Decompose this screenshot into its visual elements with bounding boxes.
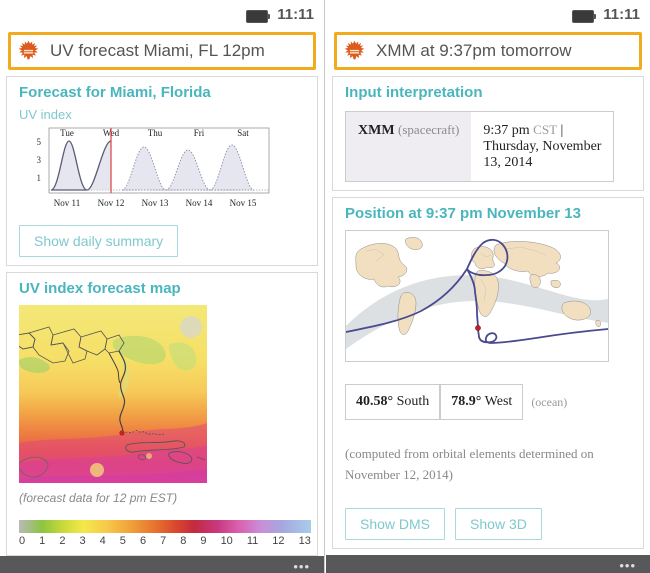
svg-text:Tue: Tue <box>60 128 74 138</box>
svg-text:5: 5 <box>37 137 42 147</box>
svg-text:Nov 14: Nov 14 <box>186 198 213 208</box>
svg-text:1: 1 <box>37 173 42 183</box>
svg-text:Nov 11: Nov 11 <box>54 198 80 208</box>
svg-text:3: 3 <box>37 155 42 165</box>
svg-text:Fri: Fri <box>194 128 205 138</box>
svg-text:Nov 13: Nov 13 <box>142 198 169 208</box>
svg-text:Sat: Sat <box>237 128 249 138</box>
svg-text:Thu: Thu <box>148 128 163 138</box>
svg-text:Nov 12: Nov 12 <box>98 198 125 208</box>
svg-text:Nov 15: Nov 15 <box>230 198 257 208</box>
